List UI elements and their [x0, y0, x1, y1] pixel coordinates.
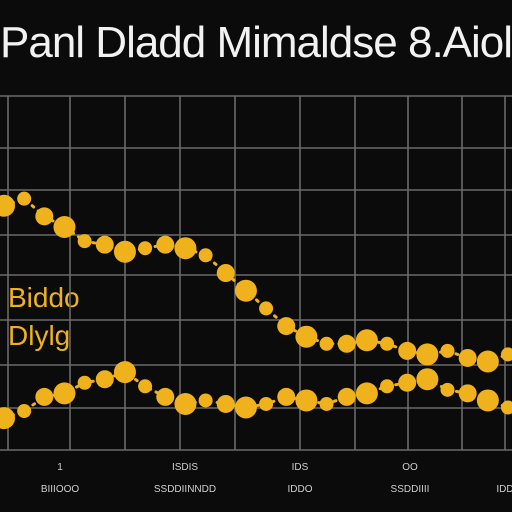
series-1-point — [398, 341, 417, 360]
series-1-point — [0, 194, 15, 217]
series-2-point — [198, 393, 213, 408]
series-1-point — [17, 191, 32, 206]
series-1-point — [174, 237, 197, 260]
series-2-point — [295, 389, 318, 412]
x-tick-label: SSDDIIII — [391, 484, 430, 495]
series-2-point — [17, 404, 32, 419]
x-tick-label: SSDDIINNDD — [154, 484, 216, 495]
series-2-point — [113, 361, 136, 384]
series-1-point — [198, 248, 213, 263]
series-1-point — [95, 235, 114, 254]
side-label-1: Biddo — [8, 282, 80, 313]
series-1-line — [2, 196, 510, 364]
series-1-point — [458, 348, 477, 367]
series-1-point — [319, 336, 334, 351]
x-tick-label: IDDO — [288, 484, 313, 495]
x-tick-number: 1 — [57, 462, 63, 473]
series-1-point — [476, 350, 499, 373]
series-2-point — [216, 394, 235, 413]
x-tick-label: IDD — [496, 484, 512, 495]
series-2-point — [138, 379, 153, 394]
series-1-point — [35, 207, 54, 226]
series-2-point — [458, 384, 477, 403]
series-1-point — [337, 334, 356, 353]
series-1-point — [77, 234, 92, 249]
series-2-point — [156, 387, 175, 406]
series-2-point — [501, 400, 512, 415]
series-2-point — [259, 396, 274, 411]
series-2-point — [319, 396, 334, 411]
series-1-point — [113, 240, 136, 263]
series-1-point — [53, 215, 76, 238]
series-1-point — [295, 325, 318, 348]
x-tick-label: BIIIOOO — [41, 484, 80, 495]
series-1-point — [440, 343, 455, 358]
series-2-point — [35, 387, 54, 406]
series-1-point — [259, 301, 274, 316]
x-tick-number: IDS — [292, 462, 309, 473]
x-tick-number: OO — [402, 462, 418, 473]
series-2-point — [355, 382, 378, 405]
series-2-point — [476, 389, 499, 412]
series-2-point — [398, 373, 417, 392]
series-2-point — [77, 375, 92, 390]
x-tick-number: ISDIS — [172, 462, 198, 473]
series-2-point — [0, 407, 15, 430]
series-1-point — [355, 329, 378, 352]
series-2-point — [440, 382, 455, 397]
series-1-point — [138, 241, 153, 256]
series-1-point — [380, 336, 395, 351]
series-1-point — [156, 235, 175, 254]
series-2-point — [337, 387, 356, 406]
series-2-point — [95, 370, 114, 389]
series-1-point — [216, 264, 235, 282]
series-2-point — [234, 396, 257, 419]
series-1-point — [277, 317, 296, 336]
series-2-point — [174, 392, 197, 415]
series-2-point — [380, 379, 395, 394]
series-1-point — [416, 343, 439, 366]
series-2-point — [416, 368, 439, 391]
series-1-point — [234, 279, 257, 302]
side-label-2: Dlylg — [8, 320, 71, 351]
series-2-point — [277, 387, 296, 406]
series-1-point — [501, 347, 512, 362]
series-2-point — [53, 382, 76, 405]
chart-title: Panl Dladd Mimaldse 8.Aiolvin — [0, 18, 512, 67]
